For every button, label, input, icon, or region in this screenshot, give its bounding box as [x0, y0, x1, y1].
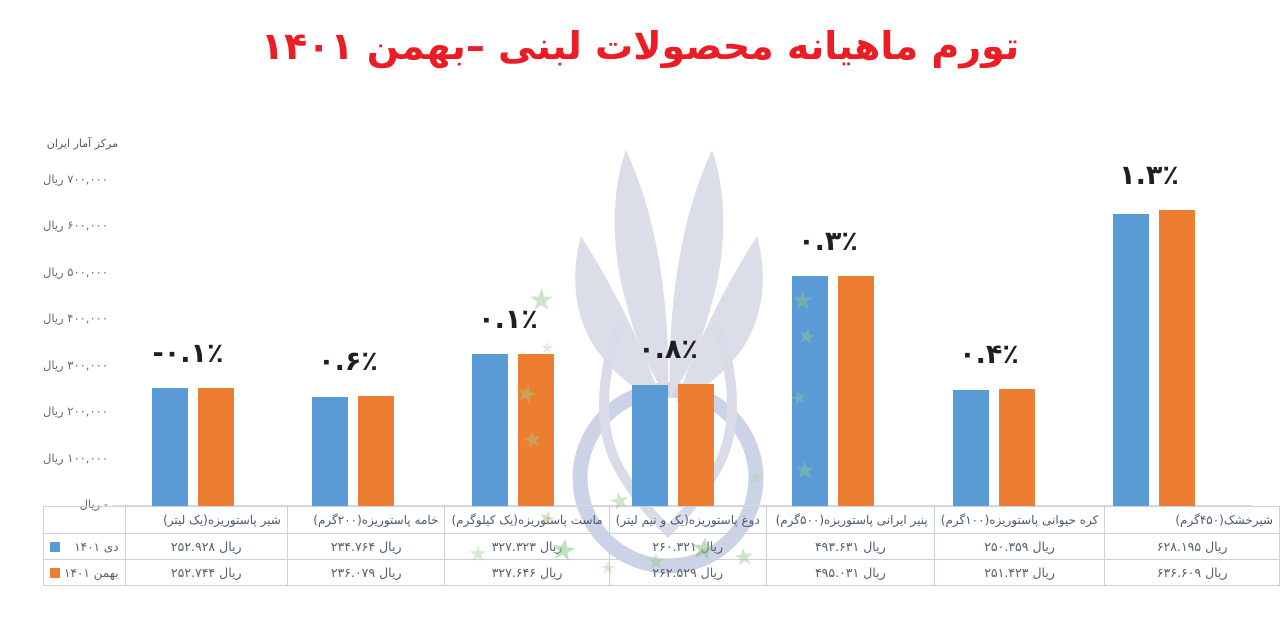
- pct-change-label: ۰.۳٪: [798, 226, 858, 257]
- pct-change-label: ۱.۳٪: [1119, 160, 1179, 191]
- bar-bahman-5: [999, 389, 1035, 506]
- bar-bahman-2: [518, 354, 554, 506]
- value-cell: ۲۵۲.۹۲۸ ریال: [124, 533, 288, 560]
- value-cell: ۳۲۷.۳۲۳ ریال: [444, 533, 610, 560]
- value-cell: ۲۶۲.۵۲۹ ریال: [608, 559, 767, 586]
- value-cell: ۲۵۰.۳۵۹ ریال: [933, 533, 1106, 560]
- bar-bahman-3: [678, 384, 714, 506]
- value-cell: ۴۹۳.۶۳۱ ریال: [765, 533, 935, 560]
- bar-dey-6: [1113, 214, 1149, 506]
- category-header-cell: کره حیوانی پاستوریزه(۱۰۰گرم): [933, 506, 1106, 534]
- table-corner-blank: [43, 506, 126, 534]
- legend-series-name: دی ۱۴۰۱: [74, 539, 119, 554]
- category-header-cell: دوغ پاستوریزه(یک و نیم لیتر): [608, 506, 767, 534]
- y-axis-tick: ۵۰۰,۰۰۰ ریال: [43, 264, 108, 279]
- y-axis-tick: ۴۰۰,۰۰۰ ریال: [43, 311, 108, 325]
- bar-dey-2: [472, 354, 508, 506]
- pct-change-label: ۰.۱٪: [478, 304, 538, 335]
- bar-dey-0: [152, 388, 188, 506]
- bar-dey-5: [953, 390, 989, 506]
- category-header-cell: ماست پاستوریزه(یک کیلوگرم): [444, 506, 610, 534]
- value-cell: ۲۶۰.۳۲۱ ریال: [608, 533, 767, 560]
- legend-row-dey: دی ۱۴۰۱: [43, 533, 126, 560]
- pct-change-label: ۰.۸٪: [638, 334, 698, 365]
- data-table: شیر پاستوریزه(یک لیتر) خامه پاستوریزه(۲۰۰…: [43, 506, 1280, 586]
- legend-swatch-icon: [50, 541, 60, 552]
- value-cell: ۲۵۲.۷۴۴ ریال: [124, 559, 288, 586]
- y-axis-tick: ۲۰۰,۰۰۰ ریال: [43, 404, 108, 418]
- category-header-cell: خامه پاستوریزه(۲۰۰گرم): [286, 506, 446, 534]
- bar-bahman-6: [1159, 210, 1195, 506]
- value-cell: ۶۳۶.۶۰۹ ریال: [1104, 559, 1280, 586]
- value-cell: ۳۲۷.۶۴۶ ریال: [444, 559, 610, 586]
- y-axis-tick: ۶۰۰,۰۰۰ ریال: [43, 218, 108, 232]
- bar-dey-1: [312, 397, 348, 506]
- bar-bahman-0: [198, 388, 234, 506]
- legend-swatch-icon: [50, 567, 60, 578]
- legend-series-name: بهمن ۱۴۰۱: [64, 565, 119, 580]
- bar-dey-4: [792, 276, 828, 506]
- pct-change-label: ۰.۴٪: [959, 339, 1019, 370]
- value-cell: ۲۳۴.۷۶۴ ریال: [286, 533, 446, 560]
- category-header-cell: شیر پاستوریزه(یک لیتر): [124, 506, 288, 534]
- pct-change-label: ۰.۶٪: [318, 346, 378, 377]
- bar-bahman-1: [358, 396, 394, 506]
- legend-row-bahman: بهمن ۱۴۰۱: [43, 559, 126, 586]
- value-cell: ۲۵۱.۴۲۳ ریال: [933, 559, 1106, 586]
- value-cell: ۶۲۸.۱۹۵ ریال: [1104, 533, 1280, 560]
- pct-change-label: -۰.۱٪: [152, 338, 224, 369]
- y-axis-tick: ۳۰۰,۰۰۰ ریال: [43, 357, 108, 372]
- star-icon: ★: [746, 466, 766, 491]
- value-cell: ۴۹۵.۰۳۱ ریال: [765, 559, 935, 586]
- y-axis-tick: ۱۰۰,۰۰۰ ریال: [43, 450, 108, 465]
- bar-dey-3: [632, 385, 668, 506]
- y-axis-tick: ۷۰۰,۰۰۰ ریال: [43, 171, 108, 186]
- bar-bahman-4: [838, 276, 874, 506]
- page-title: تورم ماهیانه محصولات لبنی –بهمن ۱۴۰۱: [260, 24, 1020, 68]
- source-label: مرکز آمار ایران: [46, 137, 118, 150]
- value-cell: ۲۳۶.۰۷۹ ریال: [286, 559, 446, 586]
- category-header-cell: پنیر ایرانی پاستوریزه(۵۰۰گرم): [765, 506, 935, 534]
- category-header-cell: شیرخشک(۴۵۰گرم): [1104, 506, 1280, 534]
